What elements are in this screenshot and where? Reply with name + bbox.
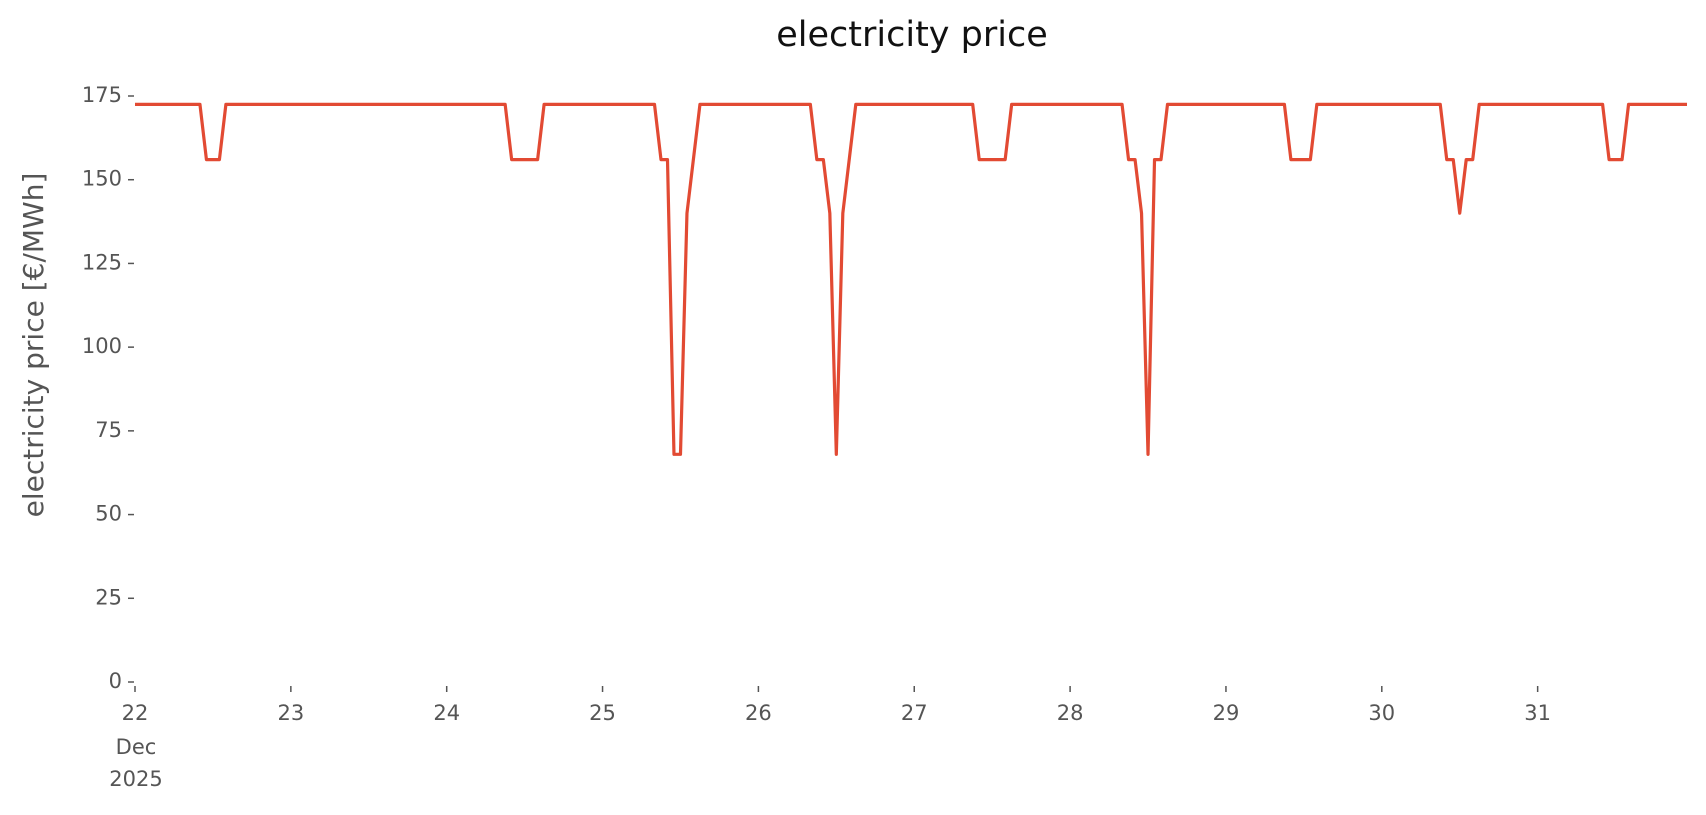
y-axis-label: electricity price [€/MWh]: [17, 173, 50, 518]
x-tick-label: 23: [277, 701, 304, 725]
y-tick-label: 75: [95, 418, 122, 442]
price-line: [135, 102, 1687, 456]
chart-title: electricity price: [776, 15, 1048, 55]
x-tick-label: 26: [745, 701, 772, 725]
y-tick-label: 100: [82, 334, 122, 358]
y-tick-label: 50: [95, 502, 122, 526]
y-tick-label: 0: [109, 669, 122, 693]
y-tick-label: 150: [82, 167, 122, 191]
x-tick-label: 25: [589, 701, 616, 725]
x-tick-label: 30: [1368, 701, 1395, 725]
x-tick-label: 29: [1213, 701, 1240, 725]
x-tick-label: 24: [433, 701, 460, 725]
x-tick-note: Dec: [116, 735, 157, 759]
x-tick-label: 31: [1524, 701, 1551, 725]
x-tick-label: 27: [901, 701, 928, 725]
y-tick-label: 25: [95, 585, 122, 609]
y-tick-label: 125: [82, 250, 122, 274]
x-tick-note: 2025: [109, 767, 162, 791]
x-tick-label: 28: [1057, 701, 1084, 725]
y-tick-label: 175: [82, 83, 122, 107]
x-tick-label: 22: [122, 701, 149, 725]
